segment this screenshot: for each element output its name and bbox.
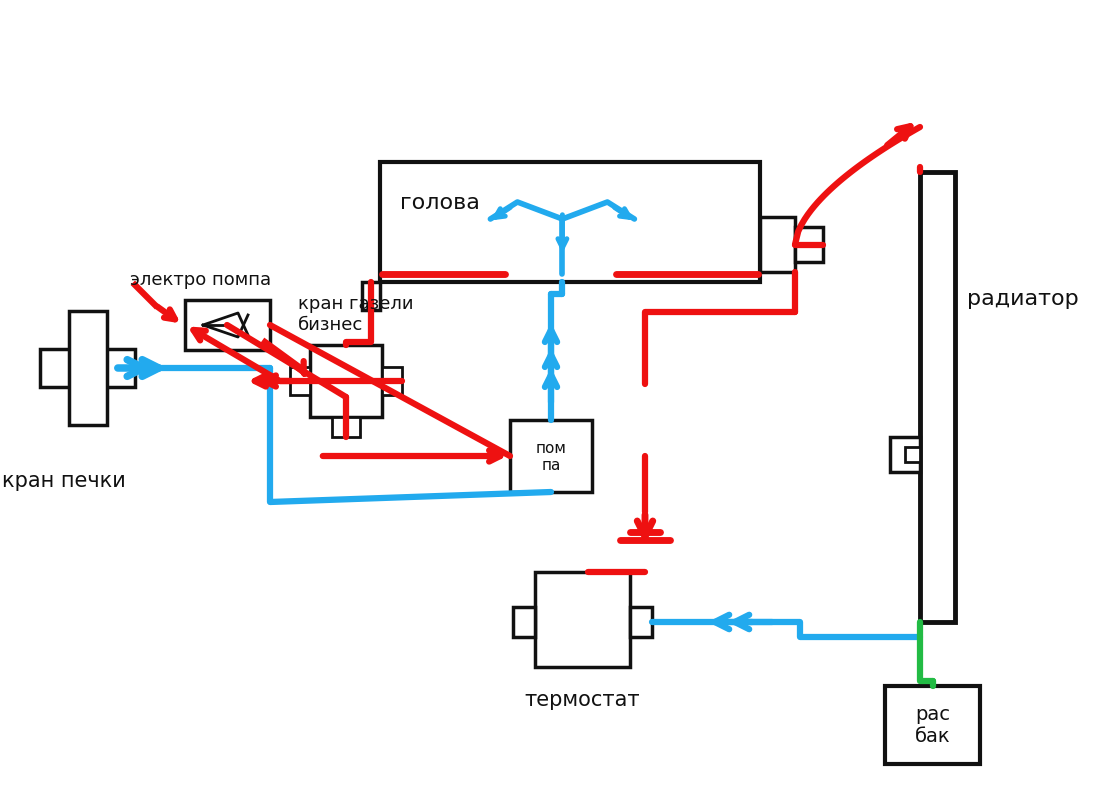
FancyBboxPatch shape bbox=[885, 687, 980, 764]
FancyBboxPatch shape bbox=[760, 217, 794, 273]
FancyBboxPatch shape bbox=[890, 437, 920, 472]
Text: рас
бак: рас бак bbox=[914, 705, 950, 746]
FancyBboxPatch shape bbox=[290, 367, 310, 395]
FancyBboxPatch shape bbox=[310, 346, 382, 418]
FancyBboxPatch shape bbox=[380, 163, 760, 282]
Text: термостат: термостат bbox=[525, 689, 640, 709]
Text: кран газели
бизнес: кран газели бизнес bbox=[298, 295, 414, 334]
Text: кран печки: кран печки bbox=[2, 471, 125, 490]
FancyBboxPatch shape bbox=[905, 448, 920, 463]
Text: голова: голова bbox=[399, 192, 480, 213]
Text: радиатор: радиатор bbox=[967, 289, 1079, 309]
FancyBboxPatch shape bbox=[40, 350, 135, 387]
FancyBboxPatch shape bbox=[920, 172, 955, 622]
Text: электро помпа: электро помпа bbox=[130, 270, 271, 289]
FancyBboxPatch shape bbox=[68, 312, 106, 426]
FancyBboxPatch shape bbox=[630, 607, 652, 638]
FancyBboxPatch shape bbox=[510, 420, 592, 492]
FancyBboxPatch shape bbox=[794, 228, 822, 263]
FancyBboxPatch shape bbox=[513, 607, 535, 638]
Text: пом
па: пом па bbox=[536, 440, 566, 472]
FancyBboxPatch shape bbox=[363, 282, 380, 310]
FancyBboxPatch shape bbox=[382, 367, 402, 395]
FancyBboxPatch shape bbox=[185, 301, 270, 350]
FancyBboxPatch shape bbox=[535, 573, 630, 667]
FancyBboxPatch shape bbox=[332, 418, 360, 437]
